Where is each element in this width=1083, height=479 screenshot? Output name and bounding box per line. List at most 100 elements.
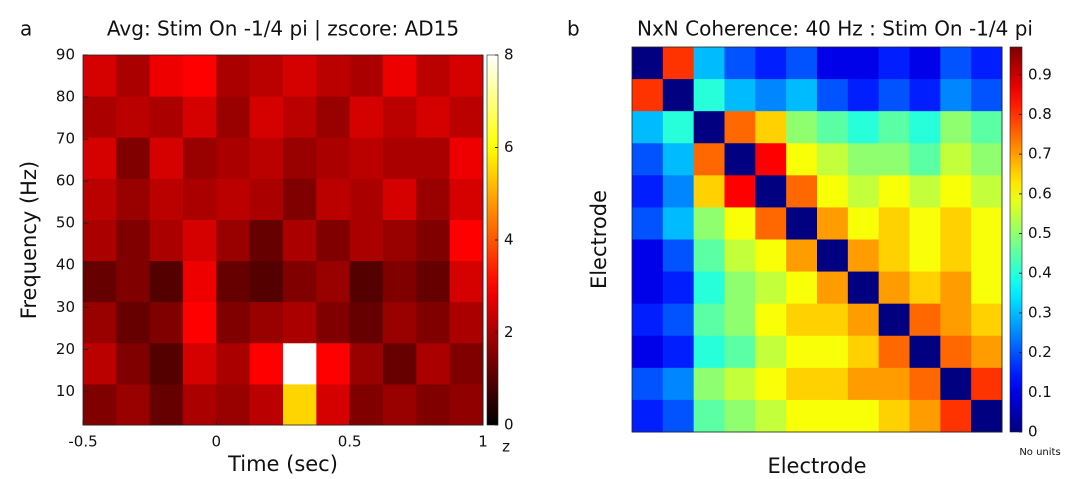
heatmap-cell bbox=[183, 219, 217, 261]
heatmap-cell bbox=[316, 384, 350, 426]
heatmap-cell bbox=[848, 207, 879, 240]
heatmap-cell bbox=[632, 143, 663, 176]
heatmap-cell bbox=[940, 79, 971, 112]
heatmap-cell bbox=[632, 304, 663, 337]
heatmap-cell bbox=[817, 304, 848, 337]
heatmap-cell bbox=[971, 272, 1002, 305]
heatmap-cell bbox=[216, 178, 250, 220]
heatmap-cell bbox=[383, 137, 417, 179]
x-axis-label: Electrode bbox=[767, 454, 866, 478]
y-tick-label: 10 bbox=[56, 382, 75, 400]
heatmap-cell bbox=[879, 368, 910, 401]
heatmap-cell bbox=[663, 336, 694, 369]
heatmap-cell bbox=[694, 400, 725, 433]
heatmap-cell bbox=[725, 368, 756, 401]
heatmap-cell bbox=[383, 384, 417, 426]
heatmap-cell bbox=[848, 304, 879, 337]
colorbar-tick-label: 0.2 bbox=[1028, 343, 1052, 361]
heatmap-cell bbox=[632, 272, 663, 305]
heatmap-cell bbox=[848, 240, 879, 273]
heatmap-cell bbox=[216, 219, 250, 261]
colorbar-tick-label: 0.9 bbox=[1028, 65, 1052, 83]
heatmap-cell bbox=[817, 336, 848, 369]
heatmap-cell bbox=[83, 96, 117, 138]
heatmap-cell bbox=[910, 47, 941, 80]
heatmap-cell bbox=[83, 384, 117, 426]
heatmap-cell bbox=[350, 343, 384, 385]
heatmap-cell bbox=[250, 219, 284, 261]
x-tick-label: -0.5 bbox=[68, 433, 97, 451]
heatmap-cell bbox=[316, 55, 350, 97]
heatmap-cell bbox=[350, 384, 384, 426]
heatmap-cell bbox=[940, 240, 971, 273]
heatmap-cell bbox=[971, 368, 1002, 401]
heatmap-cell bbox=[383, 261, 417, 303]
heatmap-cell bbox=[879, 336, 910, 369]
panel-letter: b bbox=[567, 17, 580, 41]
colorbar-tick-label: 0 bbox=[504, 416, 514, 434]
heatmap-cell bbox=[940, 111, 971, 144]
heatmap-cell bbox=[755, 240, 786, 273]
heatmap-cell bbox=[971, 111, 1002, 144]
heatmap-cell bbox=[940, 207, 971, 240]
heatmap-cell bbox=[755, 143, 786, 176]
heatmap-cell bbox=[694, 368, 725, 401]
heatmap-cell bbox=[817, 111, 848, 144]
heatmap-cell bbox=[250, 137, 284, 179]
heatmap-cell bbox=[725, 240, 756, 273]
heatmap-cell bbox=[150, 384, 184, 426]
heatmap-cell bbox=[848, 368, 879, 401]
heatmap-cell bbox=[694, 175, 725, 208]
heatmap-cell bbox=[725, 175, 756, 208]
heatmap-cell bbox=[250, 302, 284, 344]
heatmap-cell bbox=[971, 240, 1002, 273]
heatmap-cell bbox=[116, 96, 150, 138]
heatmap-cell bbox=[383, 55, 417, 97]
y-tick-label: 50 bbox=[56, 214, 75, 232]
heatmap-cell bbox=[786, 111, 817, 144]
heatmap-cell bbox=[316, 96, 350, 138]
heatmap-cell bbox=[183, 178, 217, 220]
heatmap-cell bbox=[817, 207, 848, 240]
heatmap-cell bbox=[786, 400, 817, 433]
heatmap-cell bbox=[879, 143, 910, 176]
heatmap-cell bbox=[725, 207, 756, 240]
heatmap-cell bbox=[817, 400, 848, 433]
heatmap-cell bbox=[817, 368, 848, 401]
heatmap-cell bbox=[183, 302, 217, 344]
y-tick-label: 30 bbox=[56, 298, 75, 316]
heatmap-cell bbox=[116, 302, 150, 344]
heatmap-cell bbox=[725, 336, 756, 369]
heatmap-cell bbox=[216, 261, 250, 303]
heatmap-cell bbox=[663, 111, 694, 144]
heatmap-cell bbox=[848, 400, 879, 433]
heatmap-cell bbox=[694, 272, 725, 305]
heatmap-cell bbox=[350, 96, 384, 138]
heatmap-cell bbox=[250, 384, 284, 426]
heatmap-cell bbox=[910, 79, 941, 112]
heatmap-cell bbox=[250, 178, 284, 220]
heatmap-cell bbox=[416, 178, 450, 220]
heatmap-cell bbox=[879, 111, 910, 144]
heatmap-cell bbox=[316, 219, 350, 261]
heatmap-cell bbox=[786, 175, 817, 208]
heatmap-cell bbox=[216, 343, 250, 385]
heatmap-cell bbox=[725, 143, 756, 176]
heatmap-cell bbox=[150, 137, 184, 179]
heatmap-cell bbox=[910, 304, 941, 337]
heatmap-cell bbox=[416, 302, 450, 344]
heatmap-cell bbox=[416, 96, 450, 138]
heatmap-cell bbox=[183, 137, 217, 179]
heatmap-cell bbox=[450, 384, 484, 426]
y-tick-label: 90 bbox=[56, 46, 75, 64]
heatmap-cell bbox=[450, 343, 484, 385]
heatmap-cell bbox=[216, 137, 250, 179]
heatmap-cell bbox=[150, 219, 184, 261]
heatmap-cell bbox=[910, 207, 941, 240]
colorbar-tick-label: 0 bbox=[1028, 423, 1038, 441]
heatmap-cell bbox=[971, 143, 1002, 176]
heatmap-cell bbox=[416, 384, 450, 426]
heatmap-cell bbox=[971, 336, 1002, 369]
heatmap-cell bbox=[250, 261, 284, 303]
heatmap-cell bbox=[116, 178, 150, 220]
